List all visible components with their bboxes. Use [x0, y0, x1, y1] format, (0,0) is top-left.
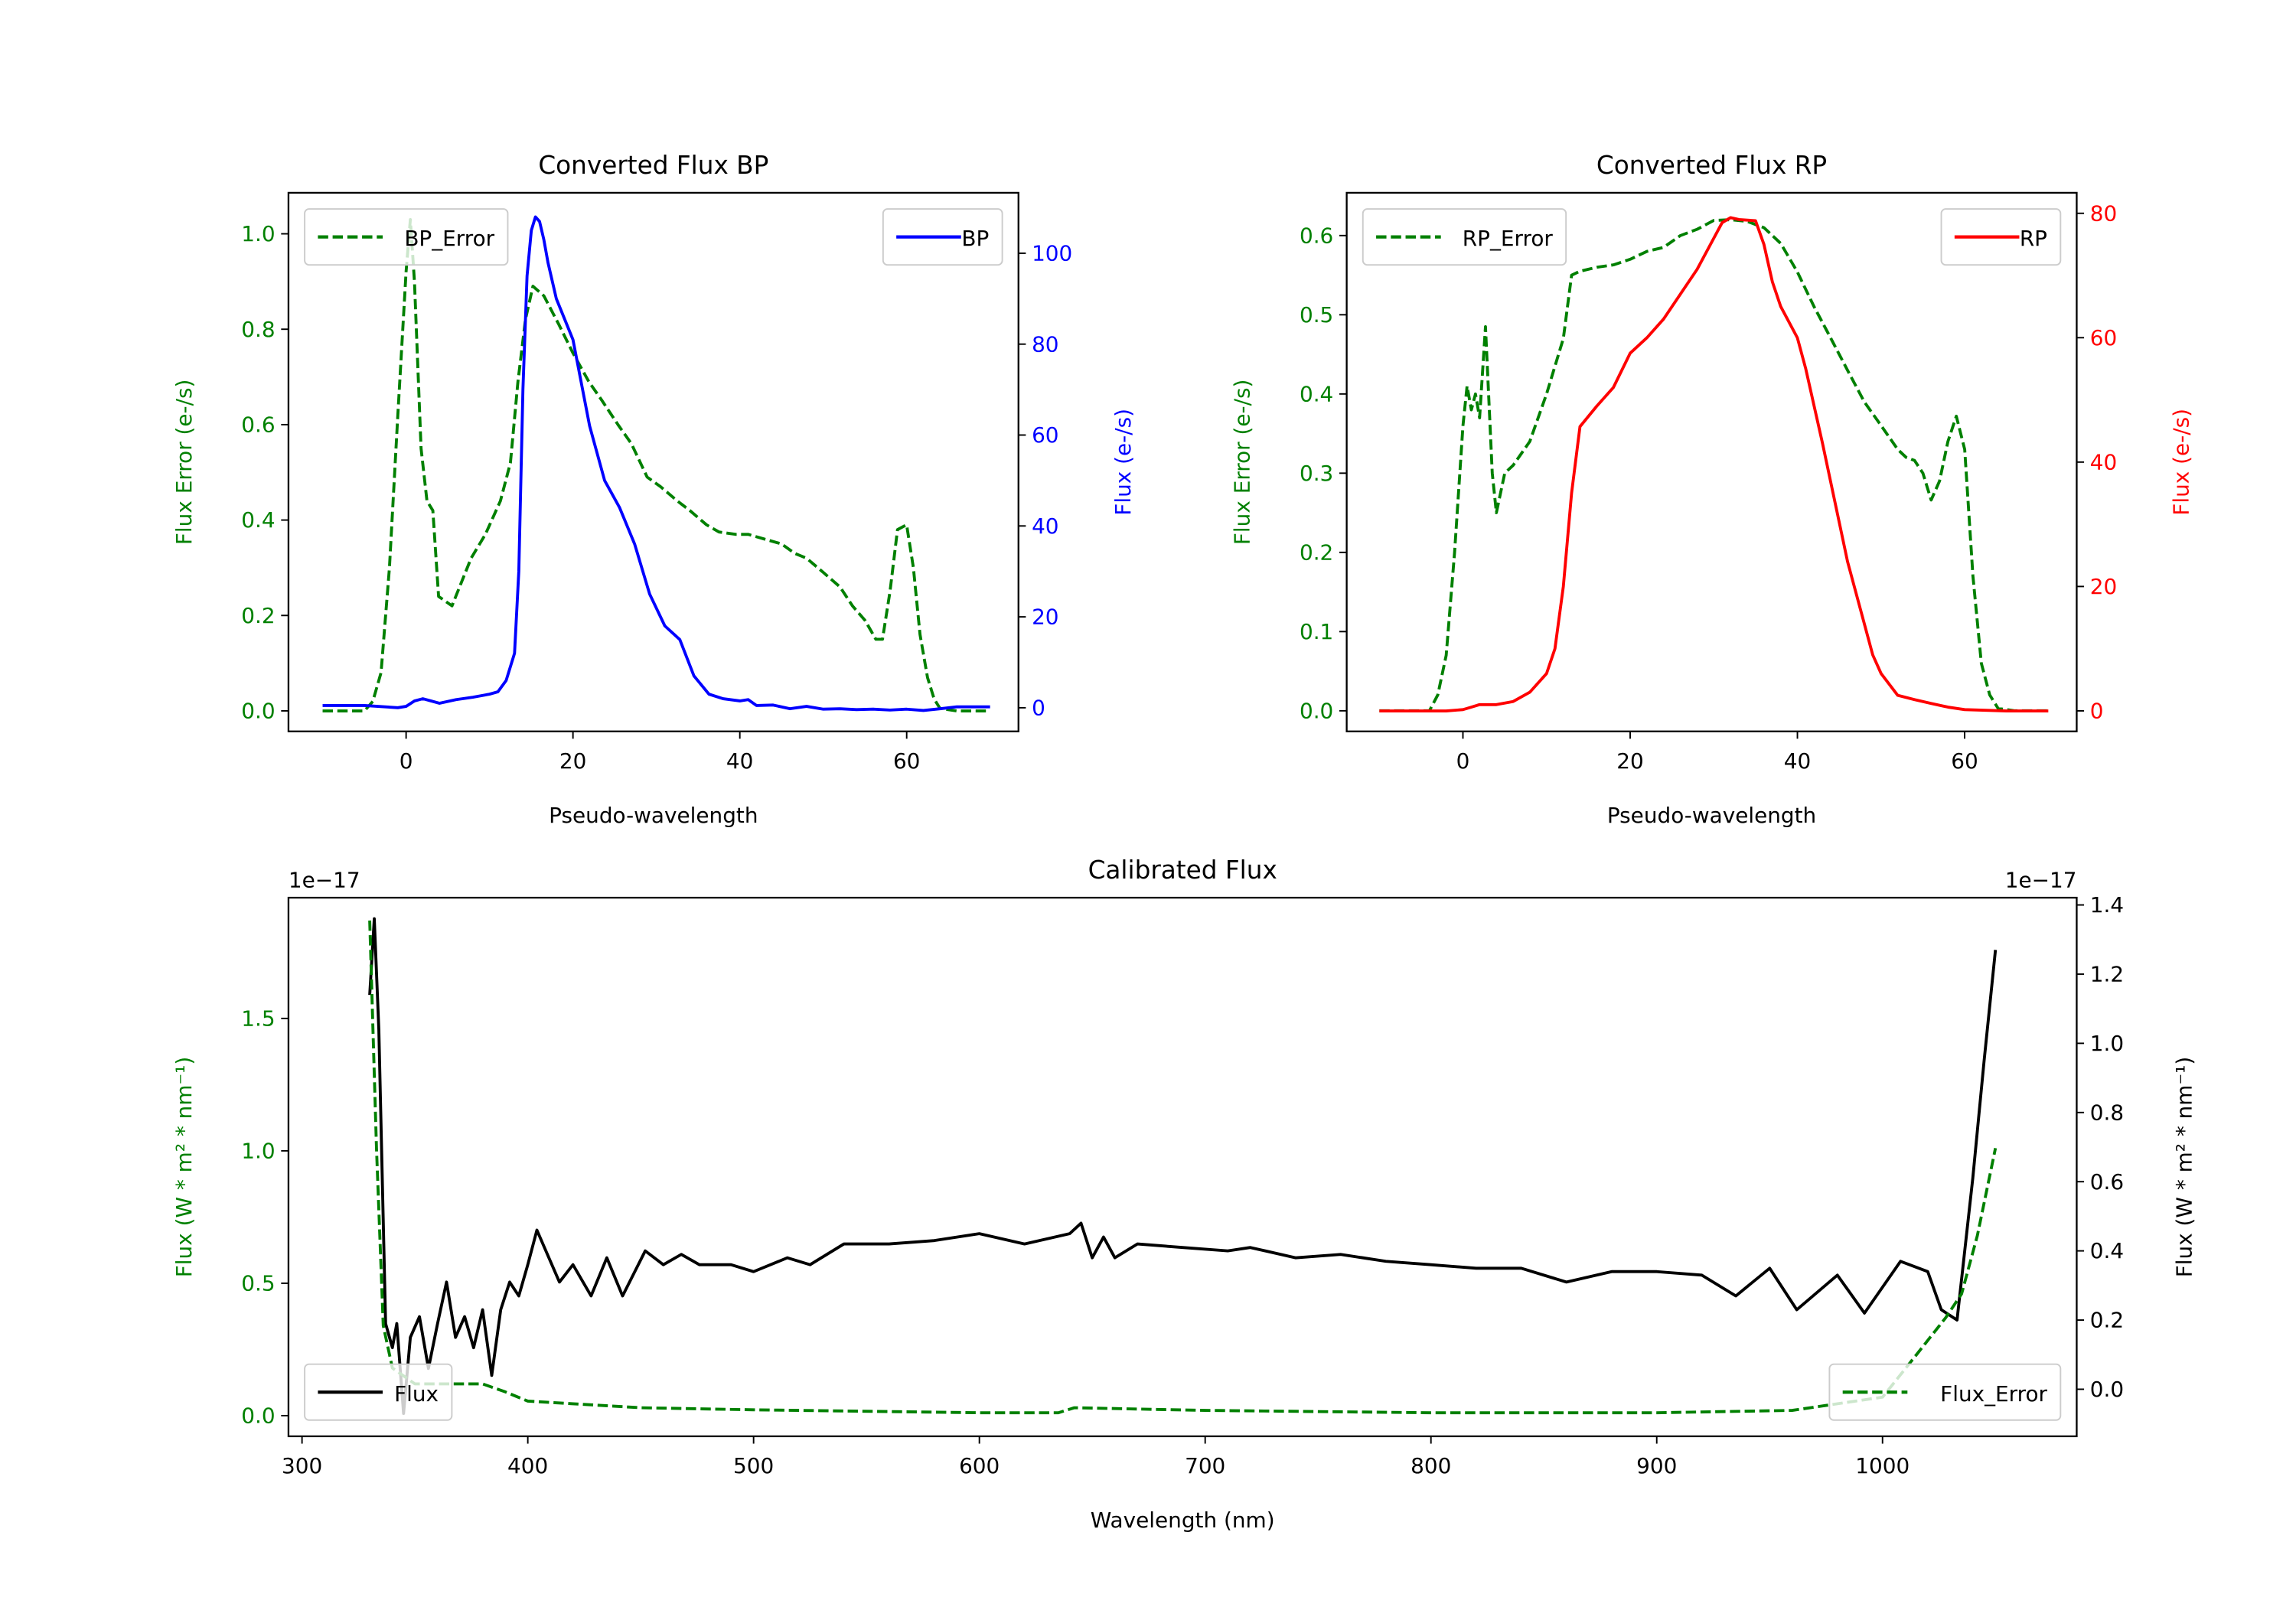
- y-left-tick-label: 0.6: [241, 412, 275, 438]
- x-tick-label: 800: [1411, 1453, 1451, 1478]
- y-right-tick-label: 100: [1032, 241, 1072, 266]
- legend-flux-error: Flux_Error: [1828, 1363, 2062, 1421]
- y-left-tick-label: 1.5: [241, 1006, 275, 1031]
- axes-frame: [287, 896, 2078, 1438]
- x-axis-label: Wavelength (nm): [1091, 1508, 1275, 1533]
- y-left-tick-label: 0.0: [241, 699, 275, 724]
- y-right-tick-label: 80: [2090, 200, 2117, 226]
- y-left-tick-label: 0.4: [1300, 381, 1333, 406]
- y-right-tick-label: 20: [2090, 574, 2117, 599]
- x-tick-label: 40: [1784, 748, 1811, 774]
- series-group: [368, 917, 1998, 1416]
- x-tick-label: 20: [559, 748, 586, 774]
- y-left-tick-label: 0.4: [241, 507, 275, 533]
- y-left-tick-label: 0.0: [241, 1403, 275, 1429]
- legend-label: Flux_Error: [1940, 1381, 2047, 1407]
- y-left-tick-label: 0.8: [241, 317, 275, 342]
- y-right-tick-label: 0.4: [2090, 1238, 2124, 1263]
- legend-box: [1362, 208, 1567, 266]
- legend-label: BP_Error: [404, 226, 494, 251]
- series-line-rp: [1379, 216, 2049, 712]
- y-left-tick-label: 0.5: [1300, 302, 1333, 328]
- legend-rp: RP: [1940, 208, 2062, 266]
- chart-title: Converted Flux RP: [1596, 151, 1827, 180]
- y-left-tick-label: 0.3: [1300, 461, 1333, 486]
- y-left-tick-label: 0.5: [241, 1271, 275, 1296]
- panel-cal: 300 400 500 600 700 800 900 1000 0.0 0.5 1.0 1.5 0.0…: [171, 856, 2197, 1533]
- x-tick-label: 300: [282, 1453, 322, 1478]
- axes-frame: [287, 191, 1019, 732]
- y-right-tick-label: 1.4: [2090, 892, 2124, 918]
- y-right-axis-label: Flux (e-/s): [1110, 409, 1136, 516]
- x-tick-label: 20: [1616, 748, 1643, 774]
- x-axis-label: Pseudo-wavelength: [1607, 803, 1816, 828]
- x-tick-label: 500: [733, 1453, 774, 1478]
- x-tick-label: 60: [893, 748, 920, 774]
- y-right-tick-label: 20: [1032, 605, 1058, 630]
- x-tick-label: 400: [507, 1453, 548, 1478]
- legend-label: RP: [2020, 226, 2047, 251]
- legend-bp: BP: [882, 208, 1003, 266]
- panel-bp: 0 20 40 60 0.0 0.2 0.4 0.6 0.8 1.0 0 20 40 60 80 100 Con…: [171, 151, 1136, 828]
- y-left-axis-label: Flux (W * m² * nm⁻¹): [171, 1057, 197, 1277]
- y-right-tick-label: 40: [1032, 513, 1058, 539]
- y-left-tick-label: 0.0: [1300, 698, 1333, 723]
- y-right-tick-label: 80: [1032, 331, 1058, 357]
- legend-box: [304, 208, 509, 266]
- y-right-tick-label: 0.6: [2090, 1169, 2124, 1195]
- y-right-tick-label: 0.0: [2090, 1377, 2124, 1402]
- series-line-rp-error: [1379, 218, 2049, 712]
- x-tick-label: 40: [726, 748, 753, 774]
- legend-bp-error: BP_Error: [304, 208, 509, 266]
- y-left-tick-label: 0.1: [1300, 619, 1333, 644]
- x-axis-label: Pseudo-wavelength: [549, 803, 758, 828]
- x-tick-label: 900: [1636, 1453, 1677, 1478]
- series-group: [1379, 216, 2049, 712]
- y-right-tick-label: 0: [2090, 699, 2104, 724]
- y-right-tick-label: 60: [2090, 325, 2117, 350]
- x-tick-label: 600: [959, 1453, 1000, 1478]
- y-right-tick-label: 0.2: [2090, 1308, 2124, 1333]
- x-tick-label: 60: [1951, 748, 1978, 774]
- x-tick-label: 0: [1456, 748, 1470, 774]
- y-right-tick-label: 0: [1032, 695, 1045, 720]
- series-line-flux: [368, 917, 1998, 1416]
- x-tick-label: 700: [1185, 1453, 1225, 1478]
- y-left-offset-text: 1e−17: [289, 868, 360, 893]
- y-right-tick-label: 1.2: [2090, 962, 2124, 987]
- series-line-bp: [322, 215, 990, 712]
- x-tick-label: 0: [400, 748, 413, 774]
- y-left-tick-label: 1.0: [241, 1139, 275, 1164]
- legend-label: RP_Error: [1463, 226, 1554, 251]
- y-left-tick-label: 0.6: [1300, 223, 1333, 248]
- y-left-tick-label: 0.2: [241, 603, 275, 628]
- legend-flux: Flux: [304, 1363, 453, 1421]
- y-left-tick-label: 1.0: [241, 221, 275, 246]
- panel-rp: 0 20 40 60 0.0 0.1 0.2 0.3 0.4 0.5 0.6 0 20 40 60 80 Con…: [1230, 151, 2194, 828]
- chart-title: Converted Flux BP: [538, 151, 768, 180]
- series-line-flux-error: [368, 920, 1998, 1415]
- chart-title: Calibrated Flux: [1088, 856, 1277, 885]
- y-right-axis-label: Flux (e-/s): [2169, 409, 2194, 516]
- legend-label: BP: [961, 226, 989, 251]
- legend-rp-error: RP_Error: [1362, 208, 1567, 266]
- series-line-bp-error: [322, 217, 990, 712]
- y-right-axis-label: Flux (W * m² * nm⁻¹): [2171, 1057, 2197, 1277]
- y-right-tick-label: 1.0: [2090, 1031, 2124, 1056]
- legend-label: Flux: [394, 1381, 439, 1407]
- y-left-axis-label: Flux Error (e-/s): [1230, 380, 1255, 545]
- y-right-tick-label: 40: [2090, 449, 2117, 474]
- y-right-tick-label: 60: [1032, 422, 1058, 448]
- series-group: [322, 215, 990, 712]
- y-right-tick-label: 0.8: [2090, 1100, 2124, 1125]
- y-right-offset-text: 1e−17: [2005, 868, 2077, 893]
- axes-frame: [1345, 191, 2078, 732]
- y-left-axis-label: Flux Error (e-/s): [171, 380, 197, 545]
- x-tick-label: 1000: [1855, 1453, 1910, 1478]
- y-left-tick-label: 0.2: [1300, 539, 1333, 565]
- legend-box: [1828, 1363, 2062, 1421]
